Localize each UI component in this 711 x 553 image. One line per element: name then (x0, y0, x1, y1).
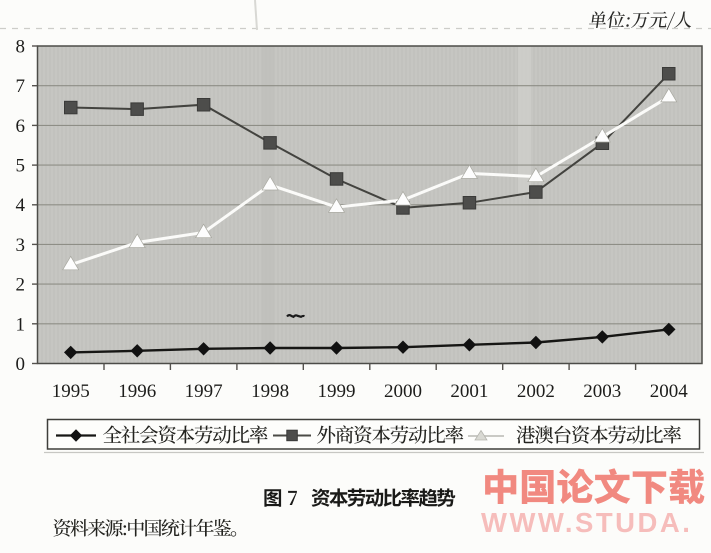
svg-text:4: 4 (16, 195, 26, 216)
svg-text:1998: 1998 (251, 381, 289, 402)
svg-text:7: 7 (16, 76, 26, 97)
svg-text:6: 6 (16, 116, 26, 137)
svg-text:2000: 2000 (384, 381, 422, 402)
svg-text:1999: 1999 (318, 381, 356, 402)
svg-text:0: 0 (16, 354, 26, 375)
svg-text:1: 1 (16, 314, 26, 335)
svg-text:5: 5 (16, 156, 26, 177)
svg-text:2003: 2003 (583, 381, 621, 402)
svg-text:3: 3 (16, 235, 26, 256)
svg-text:1995: 1995 (52, 381, 90, 402)
svg-text:8: 8 (16, 37, 26, 58)
svg-text:2002: 2002 (517, 381, 555, 402)
svg-text:2: 2 (16, 275, 26, 296)
svg-text:2001: 2001 (450, 381, 488, 402)
svg-text:1997: 1997 (185, 381, 223, 402)
svg-text:WWW.STUDA.: WWW.STUDA. (481, 507, 692, 538)
svg-text:1996: 1996 (118, 381, 156, 402)
svg-text:2004: 2004 (650, 381, 689, 402)
